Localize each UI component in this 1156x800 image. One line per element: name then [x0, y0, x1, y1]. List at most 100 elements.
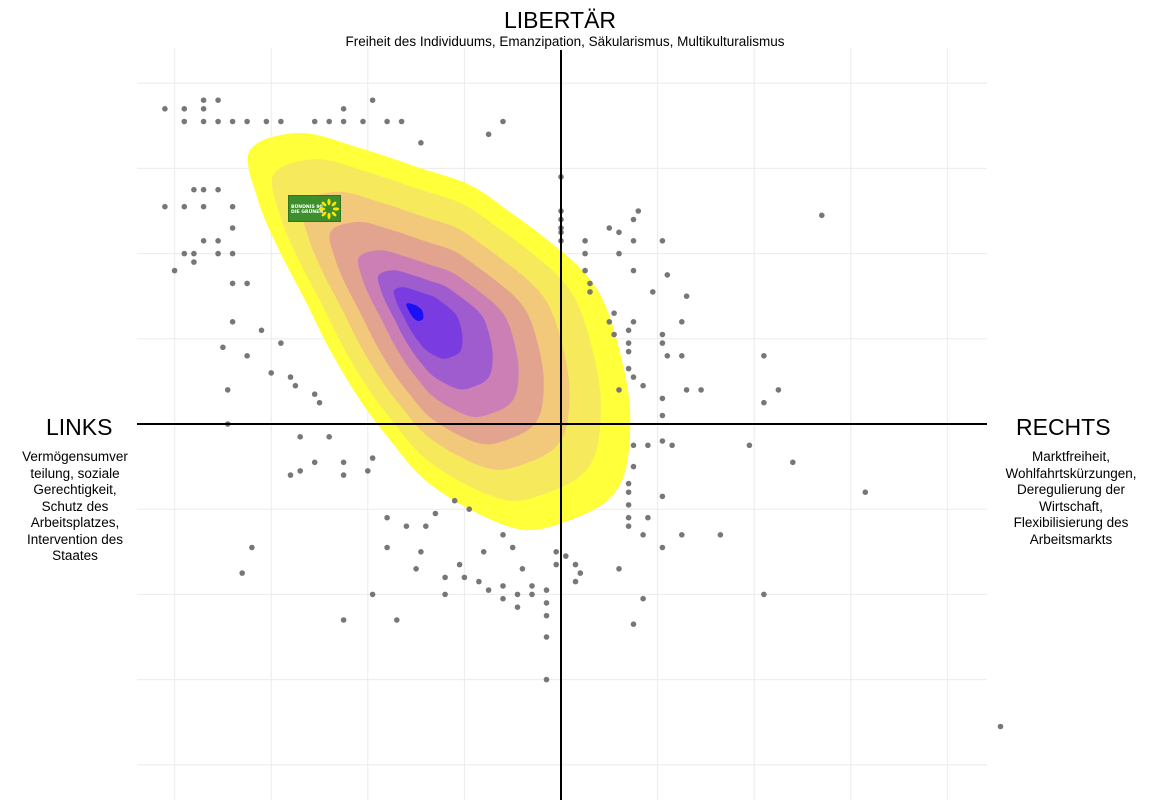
chart-subtitle: Freiheit des Individuums, Emanzipation, … [345, 34, 785, 49]
data-point [543, 634, 550, 640]
data-point [220, 344, 226, 351]
data-point [456, 561, 463, 568]
data-point [625, 523, 632, 529]
data-point [191, 259, 197, 265]
data-point [200, 106, 207, 112]
left-description-line: Intervention des [26, 531, 124, 547]
data-point [717, 532, 724, 538]
data-point [659, 331, 666, 338]
data-point [326, 118, 333, 125]
data-point [543, 612, 550, 619]
data-point [572, 578, 579, 585]
data-point [340, 106, 347, 112]
data-point [514, 604, 521, 610]
data-point [480, 549, 487, 555]
data-point [862, 489, 869, 496]
data-point [215, 186, 221, 193]
data-point [746, 442, 753, 449]
data-point [215, 97, 221, 103]
data-point [200, 97, 207, 103]
data-point [258, 327, 265, 334]
data-point [611, 310, 617, 317]
data-point [519, 566, 526, 572]
data-point [553, 549, 559, 555]
right-description-line: Flexibilisierung des [1013, 515, 1129, 530]
data-point [500, 532, 506, 538]
data-point [669, 442, 675, 449]
data-point [698, 387, 704, 393]
data-point [278, 340, 284, 346]
data-point [616, 229, 622, 236]
party-logo-text-line: BÜNDNIS 90 [291, 205, 323, 210]
data-point [997, 723, 1004, 730]
data-point [563, 553, 569, 559]
data-point [630, 374, 637, 380]
data-point [360, 118, 366, 125]
data-point [664, 353, 671, 359]
data-point [451, 497, 458, 504]
data-point [200, 186, 207, 193]
data-point [311, 459, 318, 466]
data-point [630, 621, 637, 627]
data-point [587, 289, 593, 295]
data-point [181, 106, 188, 112]
data-point [423, 523, 429, 529]
data-point [625, 365, 632, 372]
data-point [572, 561, 579, 568]
data-point [229, 250, 236, 257]
data-point [413, 566, 419, 572]
data-point [297, 468, 304, 474]
data-point [191, 250, 197, 257]
data-point [679, 353, 685, 359]
data-point [543, 600, 550, 606]
data-point [500, 595, 506, 602]
data-point [582, 250, 588, 257]
x-axis-right-label: RECHTS [1016, 414, 1111, 440]
data-point [229, 118, 236, 125]
data-point [263, 118, 270, 125]
data-point [215, 118, 221, 125]
right-description-line: Wirtschaft, [1039, 498, 1103, 514]
party-logo-text: BÜNDNIS 90 DIE GRÜNEN [291, 205, 323, 215]
data-point [761, 591, 767, 598]
data-point [683, 387, 690, 393]
left-description-line: teilung, soziale [30, 465, 120, 481]
data-point [239, 570, 245, 576]
data-point [229, 280, 236, 287]
data-point [582, 267, 588, 274]
data-point [529, 583, 535, 589]
data-point [611, 331, 617, 338]
data-point [529, 591, 535, 598]
data-point [509, 544, 516, 551]
data-point [625, 489, 632, 496]
data-point [625, 480, 632, 487]
data-point [630, 319, 637, 325]
data-point [292, 382, 299, 389]
data-point [162, 203, 168, 210]
data-point [229, 203, 236, 210]
right-description-line: Wohlfahrtskürzungen, [1005, 465, 1137, 481]
data-point [582, 238, 588, 244]
data-point [287, 374, 294, 380]
data-point [577, 570, 584, 576]
data-point [200, 118, 207, 125]
data-point [442, 574, 448, 581]
left-description-line: Arbeitsplatzes, [30, 515, 120, 530]
data-point [326, 434, 333, 440]
data-point [403, 523, 410, 529]
data-point [340, 617, 347, 623]
data-point [679, 319, 685, 325]
data-point [630, 216, 637, 223]
data-point [630, 442, 637, 449]
data-point [181, 250, 188, 257]
data-point [461, 574, 468, 581]
data-point [181, 203, 188, 210]
data-point [514, 591, 521, 598]
right-description-line: Deregulierung der [1016, 482, 1126, 497]
data-point [200, 238, 207, 244]
data-point [761, 399, 767, 406]
left-description-line: Gerechtigkeit, [33, 482, 117, 497]
data-point [244, 118, 250, 125]
left-description-line: Schutz des [41, 498, 109, 514]
